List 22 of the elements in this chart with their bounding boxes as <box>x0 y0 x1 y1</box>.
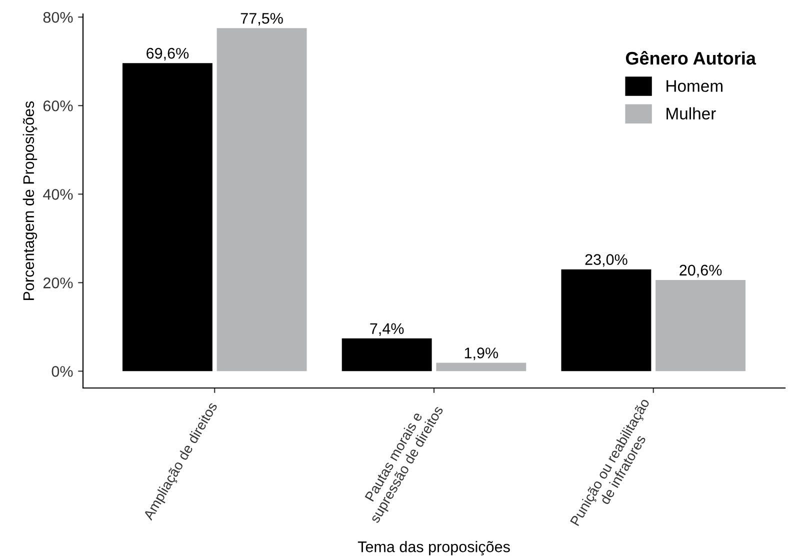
y-tick-label: 0% <box>52 366 73 377</box>
bar <box>122 63 212 372</box>
data-label: 7,4% <box>370 323 404 336</box>
data-label: 23,0% <box>585 254 628 267</box>
data-label: 1,9% <box>464 348 498 360</box>
y-tick-label: 80% <box>43 12 73 23</box>
legend-label: Mulher <box>666 107 716 120</box>
data-label: 20,6% <box>680 264 722 278</box>
bar <box>561 269 652 372</box>
bar <box>342 338 432 372</box>
bar <box>656 280 746 372</box>
y-tick-label: 60% <box>43 100 73 112</box>
legend-label: Homem <box>666 80 722 92</box>
bar <box>436 362 526 372</box>
legend-title: Gênero Autoria <box>626 51 756 65</box>
x-axis-title: Tema das proposições <box>358 541 510 556</box>
data-label: 69,6% <box>146 48 189 61</box>
y-tick-label: 40% <box>43 189 73 200</box>
y-tick-label: 20% <box>43 278 73 288</box>
bar <box>216 28 307 372</box>
y-axis-title: Porcentagem de Proposições <box>22 101 38 300</box>
data-label: 77,5% <box>240 13 283 26</box>
